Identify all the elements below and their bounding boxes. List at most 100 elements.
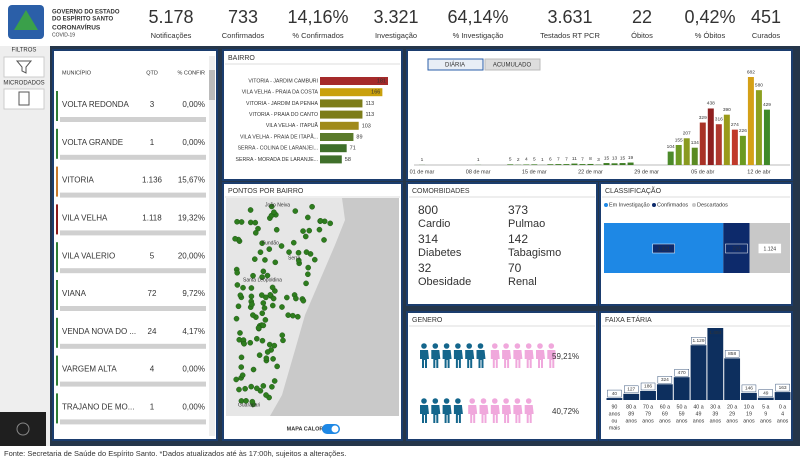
municipio-name: VENDA NOVA DO ... <box>62 327 136 336</box>
person-body <box>513 405 523 423</box>
person-head <box>480 398 487 404</box>
municipio-pct: 0,00% <box>182 138 205 147</box>
bar <box>547 164 554 165</box>
label-box <box>652 243 675 254</box>
map-point <box>271 378 278 384</box>
comorbidity-value: 142 <box>508 232 528 246</box>
map-point <box>306 227 313 234</box>
municipio-qtd: 5 <box>150 251 155 260</box>
bar <box>755 90 762 165</box>
row-marker <box>56 355 58 386</box>
panel-title: COMORBIDADES <box>412 188 470 195</box>
kpi-label: % Investigação <box>453 31 504 40</box>
x-tick-label: 50 a <box>677 404 687 410</box>
place-label: Santa Leopoldina <box>243 277 282 283</box>
comorbidity-label: Cardio <box>418 218 450 230</box>
map-point <box>238 364 245 370</box>
map-point <box>300 297 307 304</box>
legend-label: Em Investigação <box>609 202 650 208</box>
subprogram: COVID-19 <box>52 32 75 38</box>
map-point <box>293 295 299 302</box>
map-point <box>305 264 311 271</box>
panel-title: BAIRRO <box>228 55 255 62</box>
map-point <box>300 228 306 234</box>
person-body <box>453 405 463 423</box>
person-body <box>490 405 500 423</box>
map-point <box>267 292 274 298</box>
municipio-name: VILA VELHA <box>62 214 108 223</box>
label-box <box>758 243 782 254</box>
bar-label: 15 <box>620 155 626 161</box>
bar <box>707 328 724 400</box>
person-head <box>477 343 484 349</box>
bar <box>320 133 354 141</box>
map-point <box>264 272 271 279</box>
municipio-qtd: 1.118 <box>142 214 162 223</box>
map-point <box>249 301 255 308</box>
tab[interactable] <box>484 58 541 71</box>
bar-label: 58 <box>345 157 351 163</box>
map-point <box>260 383 267 389</box>
filter-button[interactable] <box>3 56 45 78</box>
x-tick-label: 20 a <box>727 404 737 410</box>
row-bar <box>60 268 206 274</box>
kpi-value: 0,42% <box>684 7 735 27</box>
bar <box>763 109 770 165</box>
bar-label: 155 <box>675 137 683 143</box>
bar-label: 127 <box>627 387 635 393</box>
map-point <box>295 313 301 320</box>
map-point <box>269 284 276 291</box>
person-head <box>432 343 439 349</box>
kpi-value: 5.178 <box>148 7 193 27</box>
x-tick-label: 60 a <box>660 404 670 410</box>
label-box <box>758 389 773 397</box>
municipio-qtd: 24 <box>148 327 157 336</box>
x-tick-label: anos <box>625 418 637 424</box>
scroll-thumb[interactable] <box>209 70 215 100</box>
x-tick-label: anos <box>676 418 688 424</box>
place-label: João Neiva <box>265 202 290 208</box>
bar <box>603 163 610 165</box>
bar-label: 7 <box>581 156 584 162</box>
help-box[interactable] <box>0 412 46 446</box>
map-point <box>305 271 311 278</box>
map-point <box>233 315 240 322</box>
row-bar <box>60 230 206 236</box>
comorbidity-value: 32 <box>418 261 432 275</box>
x-tick-label: anos <box>743 418 755 424</box>
person-body <box>502 405 512 423</box>
microdata-button[interactable] <box>3 88 45 110</box>
filter-icon <box>15 60 33 74</box>
bar-label: 5 <box>509 157 512 163</box>
map-point <box>237 330 243 336</box>
bar <box>320 99 363 108</box>
row-bar <box>60 306 206 311</box>
person-head <box>525 398 532 404</box>
bar <box>320 88 383 97</box>
kpi-label: Investigação <box>375 31 417 40</box>
bar-label: 3 <box>597 157 600 163</box>
comorbidity-value: 70 <box>508 261 522 275</box>
place-label: Guarapari <box>238 402 260 408</box>
map-point <box>268 203 275 210</box>
sidebar-label: MICRODADOS <box>3 81 44 87</box>
tab[interactable] <box>427 58 484 71</box>
municipio-qtd: 1.136 <box>142 176 163 185</box>
bar-label: 438 <box>707 101 715 107</box>
person-head <box>469 398 476 404</box>
municipio-qtd: 1 <box>150 138 155 147</box>
map-point <box>269 384 275 390</box>
map-point <box>263 392 269 398</box>
x-tick-label: 10 a <box>744 404 754 410</box>
bar-label: 71 <box>350 146 356 152</box>
bar <box>715 124 722 165</box>
kpi-label: Notificações <box>151 31 192 40</box>
kpi-label: Curados <box>752 31 781 40</box>
label-box <box>724 350 740 358</box>
row-bar <box>60 343 206 349</box>
map-point <box>303 280 309 287</box>
kpi-label: % Confirmados <box>292 31 344 40</box>
label-box <box>657 376 673 384</box>
map-point <box>270 356 276 362</box>
